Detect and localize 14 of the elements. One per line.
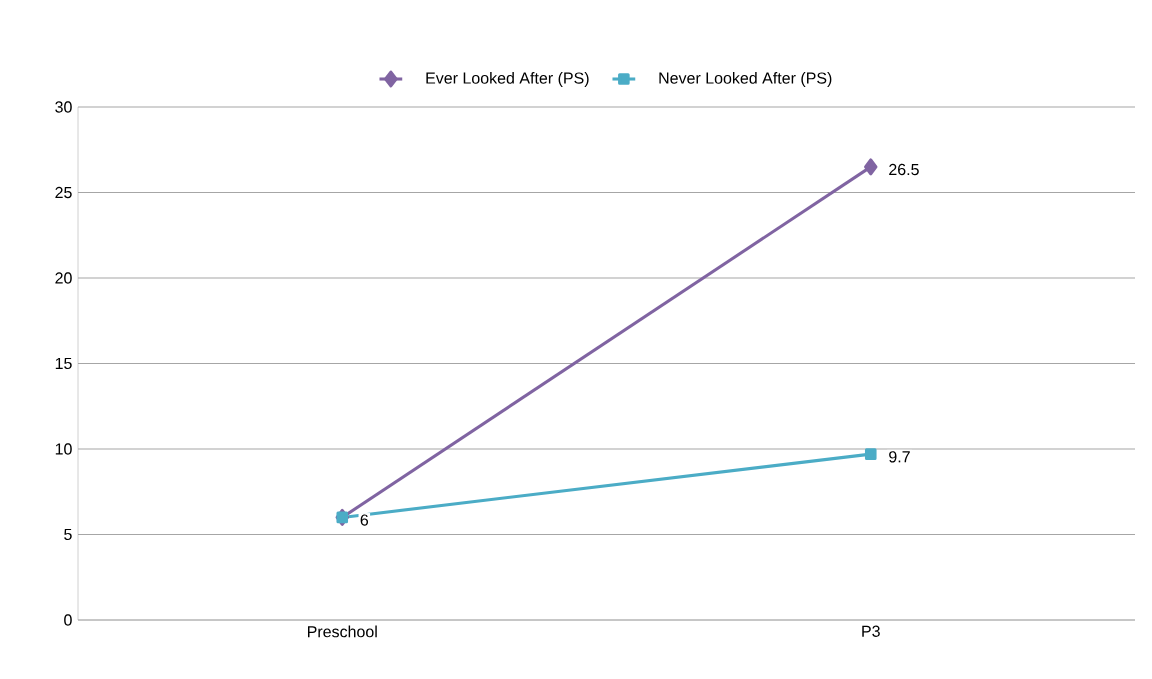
x-tick-label: Preschool (308, 625, 377, 638)
data-label: 6 (360, 514, 369, 526)
x-tick-label: P3 (862, 625, 880, 637)
y-tick-label: 10 (55, 443, 72, 455)
y-tick-label: 20 (55, 272, 72, 284)
y-tick-label: 15 (55, 357, 72, 370)
legend-label: Never Looked After (PS) (659, 72, 832, 87)
data-label: 9.7 (889, 451, 910, 463)
y-tick-label: 25 (55, 186, 72, 199)
y-tick-label: 5 (64, 528, 72, 541)
y-tick-label: 0 (64, 614, 72, 626)
data-label: 26.5 (889, 163, 919, 176)
legend-label: Ever Looked After (PS) (426, 72, 589, 87)
y-tick-label: 30 (55, 101, 72, 113)
